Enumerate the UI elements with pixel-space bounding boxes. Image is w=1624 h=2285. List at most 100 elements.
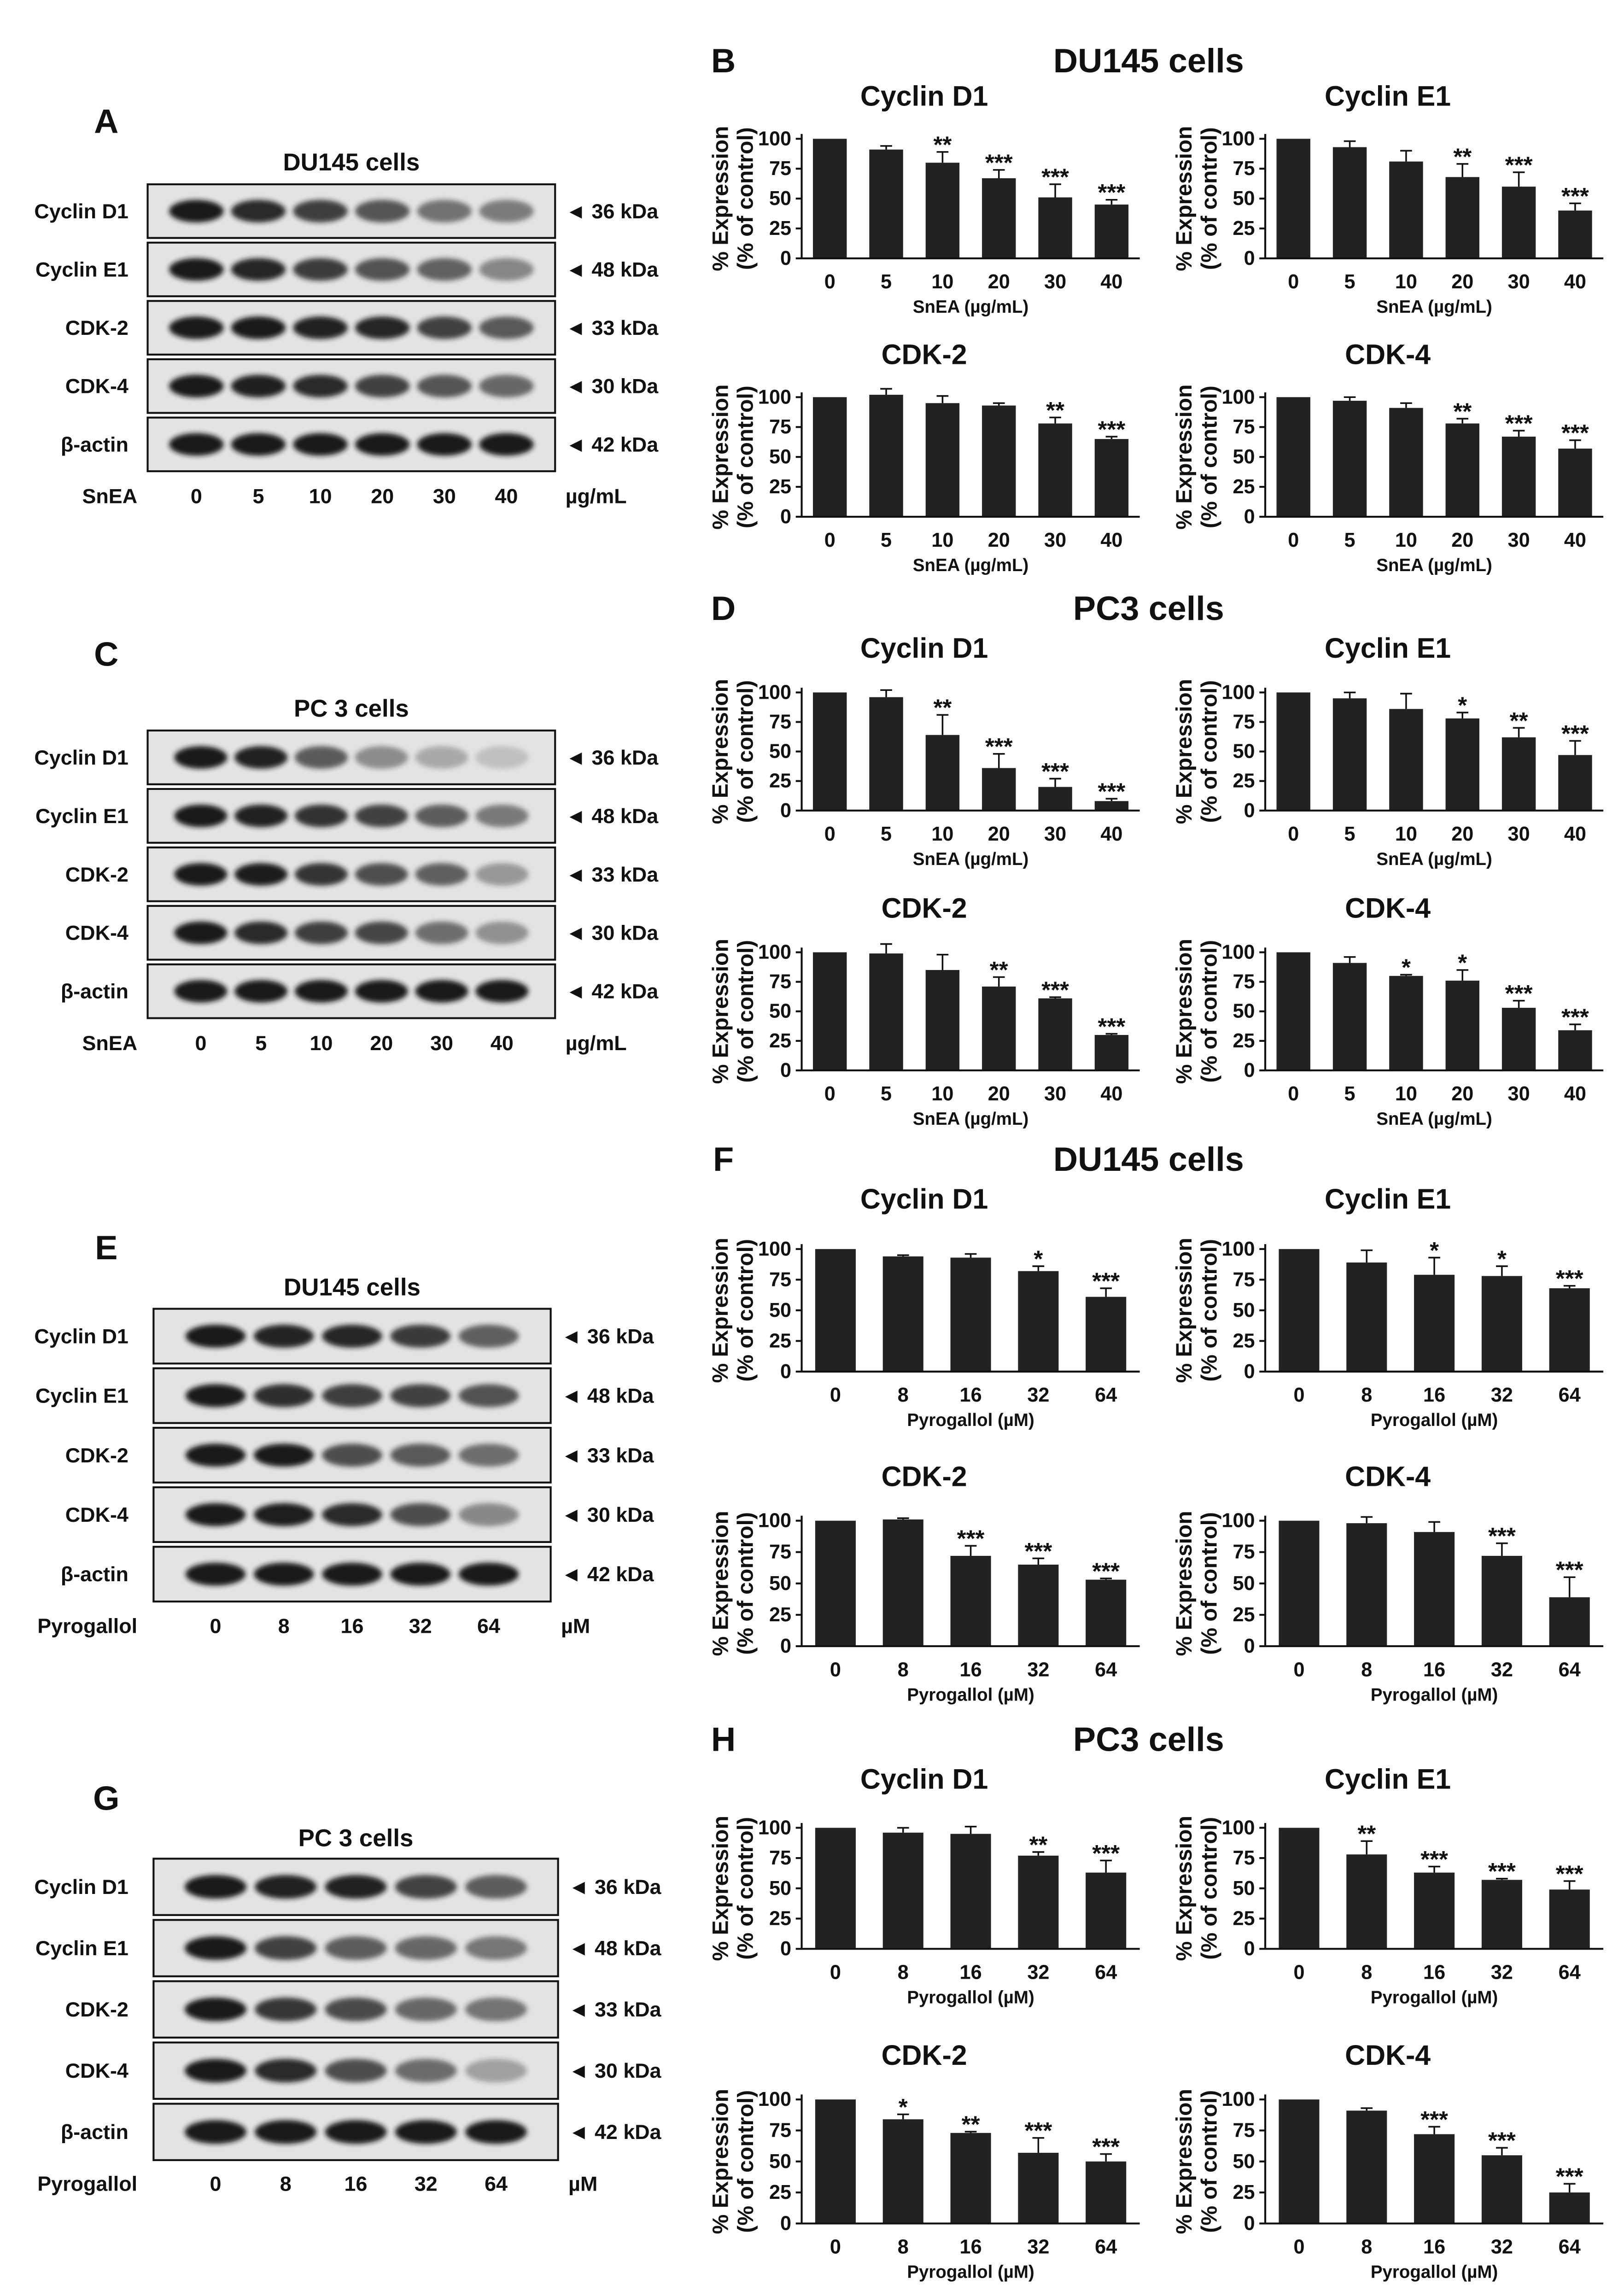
protein-band — [169, 374, 224, 397]
bar — [950, 2133, 991, 2224]
y-tick-label: 50 — [769, 446, 791, 468]
y-tick-label: 0 — [1244, 1635, 1255, 1657]
x-tick-label: 0 — [1288, 1083, 1299, 1105]
bar — [1094, 801, 1129, 811]
significance-marker: *** — [1420, 2106, 1448, 2133]
x-tick-label: 16 — [1423, 2236, 1445, 2258]
x-tick-label: 0 — [830, 1659, 841, 1681]
dose-unit-label: µg/mL — [566, 1031, 627, 1055]
x-tick-label: 40 — [1100, 1083, 1122, 1105]
significance-marker: ** — [962, 2111, 980, 2138]
molecular-weight-marker: ◄ 36 kDa — [561, 1324, 654, 1348]
y-tick-label: 50 — [769, 1572, 791, 1595]
bar — [882, 1256, 923, 1372]
significance-marker: ** — [1453, 398, 1472, 424]
bar — [1094, 205, 1129, 258]
blot-row: CDK-4 ◄ 30 kDa — [65, 905, 659, 961]
molecular-weight-marker: ◄ 48 kDa — [566, 804, 659, 828]
bar — [882, 1832, 923, 1949]
y-axis-label: % Expression — [708, 2089, 733, 2234]
y-tick-label: 0 — [780, 2212, 791, 2234]
x-tick-label: 8 — [1361, 2236, 1372, 2258]
x-tick-label: 20 — [1451, 271, 1473, 293]
protein-band — [465, 2120, 527, 2144]
x-tick-label: 16 — [960, 1659, 982, 1681]
molecular-weight-marker: ◄ 42 kDa — [566, 980, 659, 1003]
western-blot-panels: A DU145 cells Cyclin D1 ◄ 36 kDa Cyclin E1 ◄ … — [34, 102, 661, 2195]
chart-title: CDK-4 — [1345, 2040, 1431, 2071]
protein-band — [169, 433, 224, 456]
y-tick-label: 100 — [758, 1510, 791, 1532]
protein-band — [234, 746, 288, 769]
x-tick-label: 20 — [988, 823, 1010, 845]
bar-chart: Cyclin E1% Expression (% of control) 02550… — [1172, 80, 1604, 317]
blot-row-label: CDK-2 — [65, 1443, 129, 1467]
molecular-weight-marker: ◄ 30 kDa — [561, 1503, 654, 1526]
significance-marker: *** — [1041, 164, 1069, 190]
protein-band — [395, 2120, 457, 2144]
significance-marker: *** — [1561, 420, 1589, 446]
protein-band — [254, 1324, 314, 1348]
bar — [1414, 1872, 1455, 1949]
blot-row: CDK-4 ◄ 30 kDa — [65, 1486, 654, 1543]
protein-band — [169, 258, 224, 281]
y-tick-label: 75 — [1233, 416, 1255, 438]
protein-band — [417, 374, 472, 397]
bar — [813, 692, 847, 811]
x-tick-label: 0 — [824, 529, 835, 551]
bar-chart: CDK-2% Expression (% of control) 025507510… — [708, 892, 1140, 1129]
blot-row-label: Cyclin D1 — [34, 1875, 128, 1899]
significance-marker: *** — [1092, 1840, 1120, 1866]
y-tick-label: 0 — [1244, 800, 1255, 822]
y-axis-label: % Expression — [1172, 1238, 1197, 1383]
protein-band — [255, 2120, 317, 2144]
y-tick-label: 0 — [780, 1635, 791, 1657]
bar-chart-panels: B DU145 cells D PC3 cells F DU145 cells H PC3 c… — [708, 41, 1604, 2282]
significance-marker: *** — [1024, 2117, 1052, 2144]
protein-band — [185, 2058, 246, 2083]
significance-marker: ** — [933, 695, 952, 721]
x-axis-label: Pyrogallol (µM) — [1371, 2262, 1498, 2282]
x-tick-label: 5 — [1344, 823, 1355, 845]
y-tick-label: 100 — [758, 1817, 791, 1839]
bar — [1445, 423, 1479, 517]
x-tick-label: 0 — [830, 1961, 841, 1983]
bar — [1086, 1297, 1127, 1372]
chart-title: CDK-2 — [882, 892, 967, 923]
chart-title: Cyclin D1 — [860, 80, 988, 111]
blot-row-label: Cyclin E1 — [35, 258, 129, 281]
blot-row-label: β-actin — [61, 2120, 129, 2144]
y-tick-label: 25 — [1233, 1604, 1255, 1626]
x-tick-label: 0 — [1293, 1659, 1304, 1681]
x-tick-label: 16 — [960, 1384, 982, 1406]
significance-marker: * — [899, 2094, 908, 2120]
significance-marker: *** — [1556, 1860, 1583, 1887]
protein-band — [479, 374, 534, 397]
y-tick-label: 0 — [780, 1059, 791, 1081]
protein-band — [465, 1875, 527, 1899]
chart-title: Cyclin E1 — [1325, 632, 1451, 664]
y-tick-label: 75 — [769, 1268, 791, 1291]
x-tick-label: 20 — [1451, 529, 1473, 551]
x-tick-label: 5 — [881, 271, 892, 293]
x-tick-label: 32 — [1491, 1384, 1513, 1406]
x-tick-label: 10 — [931, 1083, 953, 1105]
blot-row: CDK-2 ◄ 33 kDa — [65, 846, 659, 902]
protein-band — [185, 1562, 246, 1586]
bar — [815, 1520, 856, 1647]
x-tick-label: 32 — [1491, 2236, 1513, 2258]
y-tick-label: 0 — [1244, 506, 1255, 528]
significance-marker: *** — [985, 733, 1013, 760]
chart-title: Cyclin D1 — [860, 632, 988, 664]
protein-band — [395, 1997, 457, 2022]
significance-marker: *** — [1488, 1858, 1516, 1884]
protein-band — [294, 980, 348, 1003]
panel-title: PC3 cells — [1073, 589, 1224, 627]
treatment-label: SnEA — [82, 1031, 137, 1055]
bar-chart: CDK-4 % Expression (% of control) 0 25 50 75 10… — [1172, 2040, 1604, 2282]
y-tick-label: 50 — [1233, 446, 1255, 468]
bar — [1549, 1597, 1590, 1647]
significance-marker: * — [1497, 1246, 1507, 1272]
y-tick-label: 75 — [1233, 971, 1255, 993]
y-tick-label: 25 — [1233, 1030, 1255, 1052]
